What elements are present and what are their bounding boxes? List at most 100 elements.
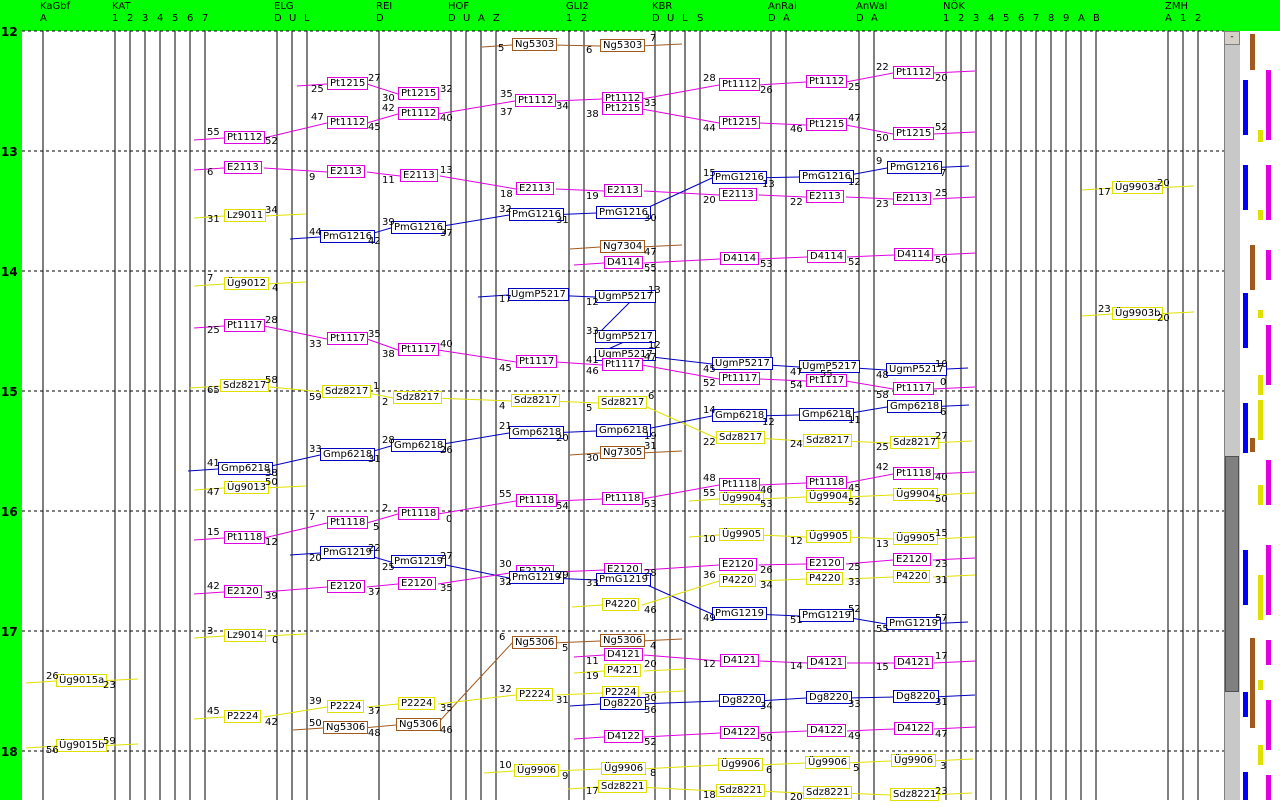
train-label[interactable]: Pt1112 <box>224 131 266 144</box>
train-label[interactable]: Pt1117 <box>398 343 440 356</box>
station-name[interactable]: GLI2 <box>566 1 589 12</box>
train-label[interactable]: Ng7304 <box>600 240 646 253</box>
train-label[interactable]: Üg9015b <box>56 739 108 752</box>
train-label[interactable]: P4221 <box>604 664 642 677</box>
train-label[interactable]: Üg9905 <box>806 530 852 543</box>
train-label[interactable]: P2224 <box>327 700 365 713</box>
station-name[interactable]: ELG <box>274 1 294 12</box>
train-label[interactable]: Sdz8217 <box>716 431 766 444</box>
train-label[interactable]: Pt1112 <box>515 94 557 107</box>
train-label[interactable]: Ng5303 <box>512 38 558 51</box>
train-label[interactable]: Sdz8221 <box>803 786 853 799</box>
train-label[interactable]: Ng5306 <box>396 718 442 731</box>
train-label[interactable]: Pt1215 <box>327 77 369 90</box>
train-label[interactable]: P2224 <box>516 688 554 701</box>
train-label[interactable]: E2120 <box>806 557 844 570</box>
train-label[interactable]: E2120 <box>398 577 436 590</box>
train-label[interactable]: Pt1117 <box>224 319 266 332</box>
train-label[interactable]: Ng5306 <box>323 721 369 734</box>
train-label[interactable]: PmG1219 <box>509 571 564 584</box>
train-label[interactable]: Sdz8221 <box>890 788 940 801</box>
train-label[interactable]: Sdz8217 <box>511 394 561 407</box>
train-label[interactable]: Üg9905 <box>719 528 765 541</box>
train-label[interactable]: Pt1117 <box>893 382 935 395</box>
train-label[interactable]: Sdz8221 <box>716 784 766 797</box>
train-label[interactable]: D4121 <box>720 654 760 667</box>
train-label[interactable]: Pt1112 <box>806 75 848 88</box>
train-label[interactable]: PmG1216 <box>799 170 854 183</box>
train-label[interactable]: Pt1215 <box>602 102 644 115</box>
station-name[interactable]: AnWal <box>856 1 888 12</box>
train-label[interactable]: ÜgmP5217 <box>799 360 860 373</box>
train-label[interactable]: Pt1118 <box>602 492 644 505</box>
scroll-up-button[interactable]: - <box>1224 31 1240 45</box>
train-label[interactable]: P4220 <box>893 570 931 583</box>
train-label[interactable]: D4114 <box>807 250 847 263</box>
train-label[interactable]: E2113 <box>400 169 438 182</box>
train-label[interactable]: P2224 <box>398 697 436 710</box>
train-label[interactable]: E2120 <box>327 580 365 593</box>
train-label[interactable]: Üg9903b <box>1112 307 1164 320</box>
train-label[interactable]: PmG1219 <box>712 607 767 620</box>
train-label[interactable]: Pt1215 <box>719 116 761 129</box>
train-label[interactable]: Pt1118 <box>719 478 761 491</box>
train-label[interactable]: Sdz8217 <box>598 396 648 409</box>
train-label[interactable]: Gmp6218 <box>799 408 855 421</box>
timetable-graph[interactable] <box>0 0 1224 800</box>
train-label[interactable]: Üg9903a <box>1112 181 1164 194</box>
train-label[interactable]: D4121 <box>807 656 847 669</box>
train-label[interactable]: Pt1117 <box>516 355 558 368</box>
train-label[interactable]: E2120 <box>893 553 931 566</box>
train-label[interactable]: Ng5306 <box>512 636 558 649</box>
train-label[interactable]: D4122 <box>604 730 644 743</box>
train-label[interactable]: Sdz8217 <box>803 434 853 447</box>
station-name[interactable]: HOF <box>448 1 470 12</box>
train-label[interactable]: P4220 <box>806 572 844 585</box>
train-label[interactable]: Pt1117 <box>602 358 644 371</box>
train-label[interactable]: Lz9014 <box>224 629 267 642</box>
train-label[interactable]: Üg9906 <box>718 758 764 771</box>
train-label[interactable]: PmG1219 <box>596 573 651 586</box>
train-label[interactable]: Ng7305 <box>600 446 646 459</box>
train-label[interactable]: PmG1216 <box>596 206 651 219</box>
train-label[interactable]: Pt1215 <box>806 118 848 131</box>
train-label[interactable]: E2113 <box>806 190 844 203</box>
train-label[interactable]: Dg8220 <box>600 697 646 710</box>
train-label[interactable]: Dg8220 <box>806 691 852 704</box>
train-label[interactable]: Pt1112 <box>327 116 369 129</box>
train-label[interactable]: E2120 <box>719 558 757 571</box>
train-label[interactable]: E2113 <box>893 192 931 205</box>
train-label[interactable]: PmG1216 <box>391 221 446 234</box>
train-label[interactable]: Üg9904 <box>719 492 765 505</box>
train-label[interactable]: Üg9013 <box>224 481 270 494</box>
train-label[interactable]: Gmp6218 <box>391 439 447 452</box>
train-label[interactable]: Pt1215 <box>893 127 935 140</box>
train-label[interactable]: ÜgmP5217 <box>595 330 656 343</box>
train-label[interactable]: Üg9015a <box>56 674 108 687</box>
station-name[interactable]: KAT <box>112 1 131 12</box>
train-label[interactable]: D4114 <box>604 256 644 269</box>
train-label[interactable]: Gmp6218 <box>887 400 943 413</box>
train-label[interactable]: P4220 <box>719 574 757 587</box>
train-label[interactable]: Üg9906 <box>891 754 937 767</box>
train-label[interactable]: Pt1118 <box>516 494 558 507</box>
train-label[interactable]: Üg9906 <box>601 762 647 775</box>
train-label[interactable]: Ng5306 <box>600 634 646 647</box>
train-label[interactable]: Üg9012 <box>224 277 270 290</box>
train-label[interactable]: E2113 <box>327 165 365 178</box>
train-label[interactable]: Pt1112 <box>398 107 440 120</box>
train-label[interactable]: ÜgmP5217 <box>712 357 773 370</box>
train-label[interactable]: Pt1112 <box>719 78 761 91</box>
train-label[interactable]: E2113 <box>516 182 554 195</box>
station-name[interactable]: KaGbf <box>40 1 71 12</box>
train-label[interactable]: E2113 <box>224 161 262 174</box>
station-name[interactable]: NÖK <box>943 1 965 12</box>
train-label[interactable]: Üg9904 <box>893 488 939 501</box>
train-label[interactable]: Pt1118 <box>327 516 369 529</box>
train-label[interactable]: D4121 <box>894 656 934 669</box>
train-label[interactable]: Lz9011 <box>224 209 267 222</box>
train-label[interactable]: Pt1117 <box>327 332 369 345</box>
train-label[interactable]: E2113 <box>719 188 757 201</box>
train-label[interactable]: Pt1118 <box>224 531 266 544</box>
train-label[interactable]: Pt1118 <box>398 507 440 520</box>
